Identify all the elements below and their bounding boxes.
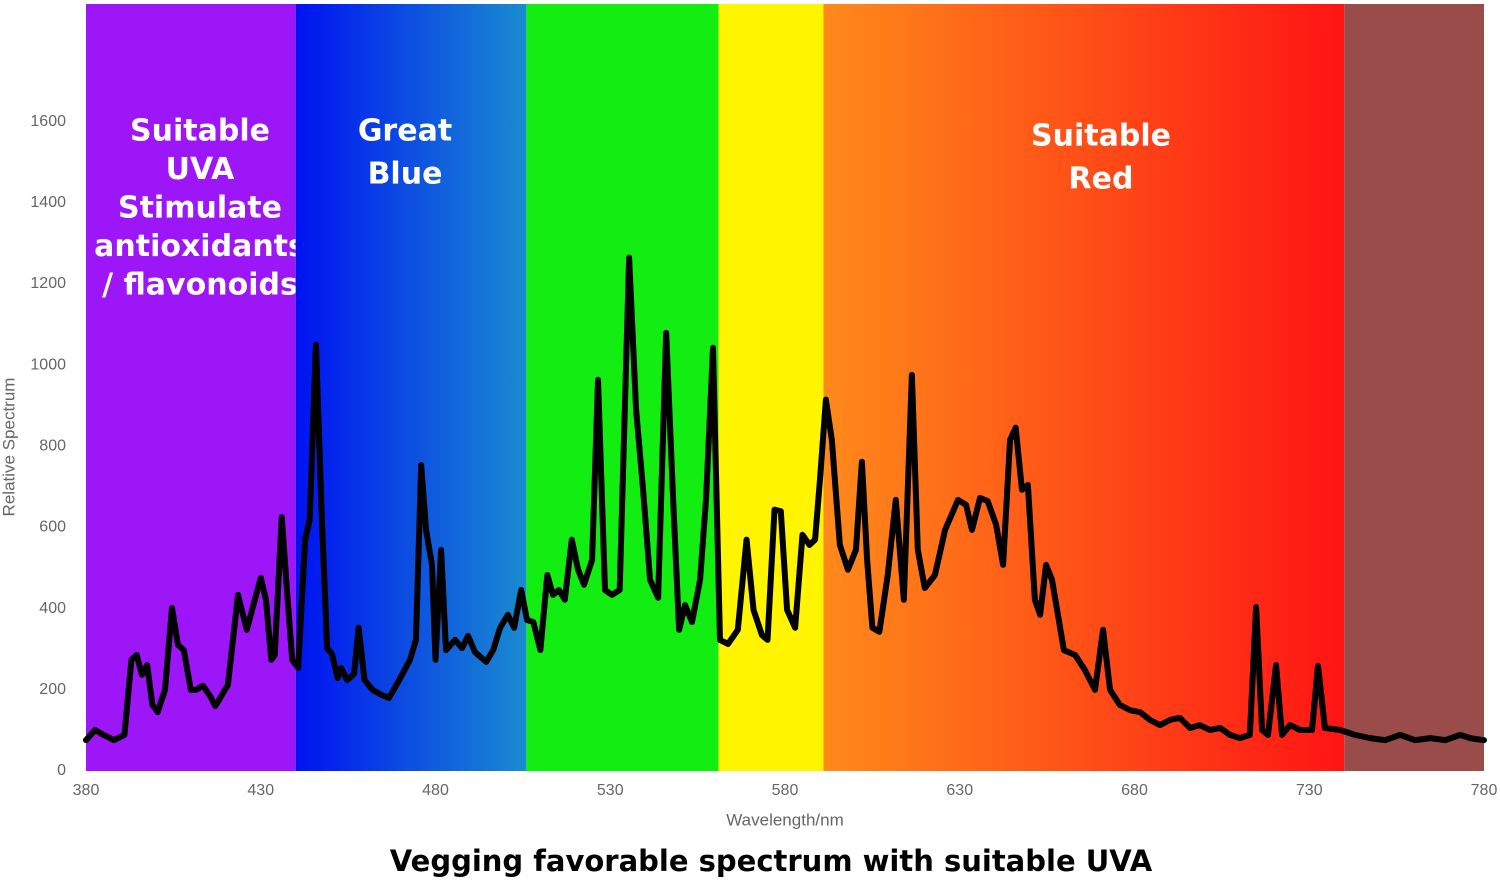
band [1344,4,1484,771]
x-tick-label: 530 [597,782,624,799]
x-axis-label: Wavelength/nm [726,810,843,829]
band [295,4,527,771]
band-label: Suitable [130,114,270,149]
x-tick-label: 780 [1471,782,1498,799]
x-tick-label: 480 [422,782,449,799]
plot [83,254,1487,744]
band-label: Blue [368,157,443,192]
y-tick-label: 800 [39,438,66,455]
y-tick-label: 1400 [30,194,66,211]
y-axis-label: Relative Spectrum [0,378,18,517]
y-tick-label: 1200 [30,275,66,292]
y-tick-label: 1000 [30,356,66,373]
y-tick-label: 600 [39,519,66,536]
band-label: UVA [166,152,236,187]
x-tick-label: 430 [247,782,274,799]
y-tick-label: 1600 [30,113,66,130]
y-tick-label: 400 [39,600,66,617]
spectrum-line [83,254,1487,744]
x-tick-label: 680 [1121,782,1148,799]
x-tick-label: 730 [1296,782,1323,799]
chart-title: Vegging favorable spectrum with suitable… [390,844,1153,878]
band-label: Stimulate [118,191,282,226]
band-label: Red [1069,162,1134,197]
band-label: Great [358,114,452,149]
band-label: / flavonoids [102,268,298,303]
y-tick-label: 0 [57,762,66,779]
x-tick-label: 580 [772,782,799,799]
band-label: Suitable [1031,119,1171,154]
band [718,4,824,771]
y-tick-label: 200 [39,681,66,698]
band [86,4,296,771]
band-label: antioxidants [94,229,306,264]
x-tick-label: 380 [73,782,100,799]
x-tick-label: 630 [946,782,973,799]
